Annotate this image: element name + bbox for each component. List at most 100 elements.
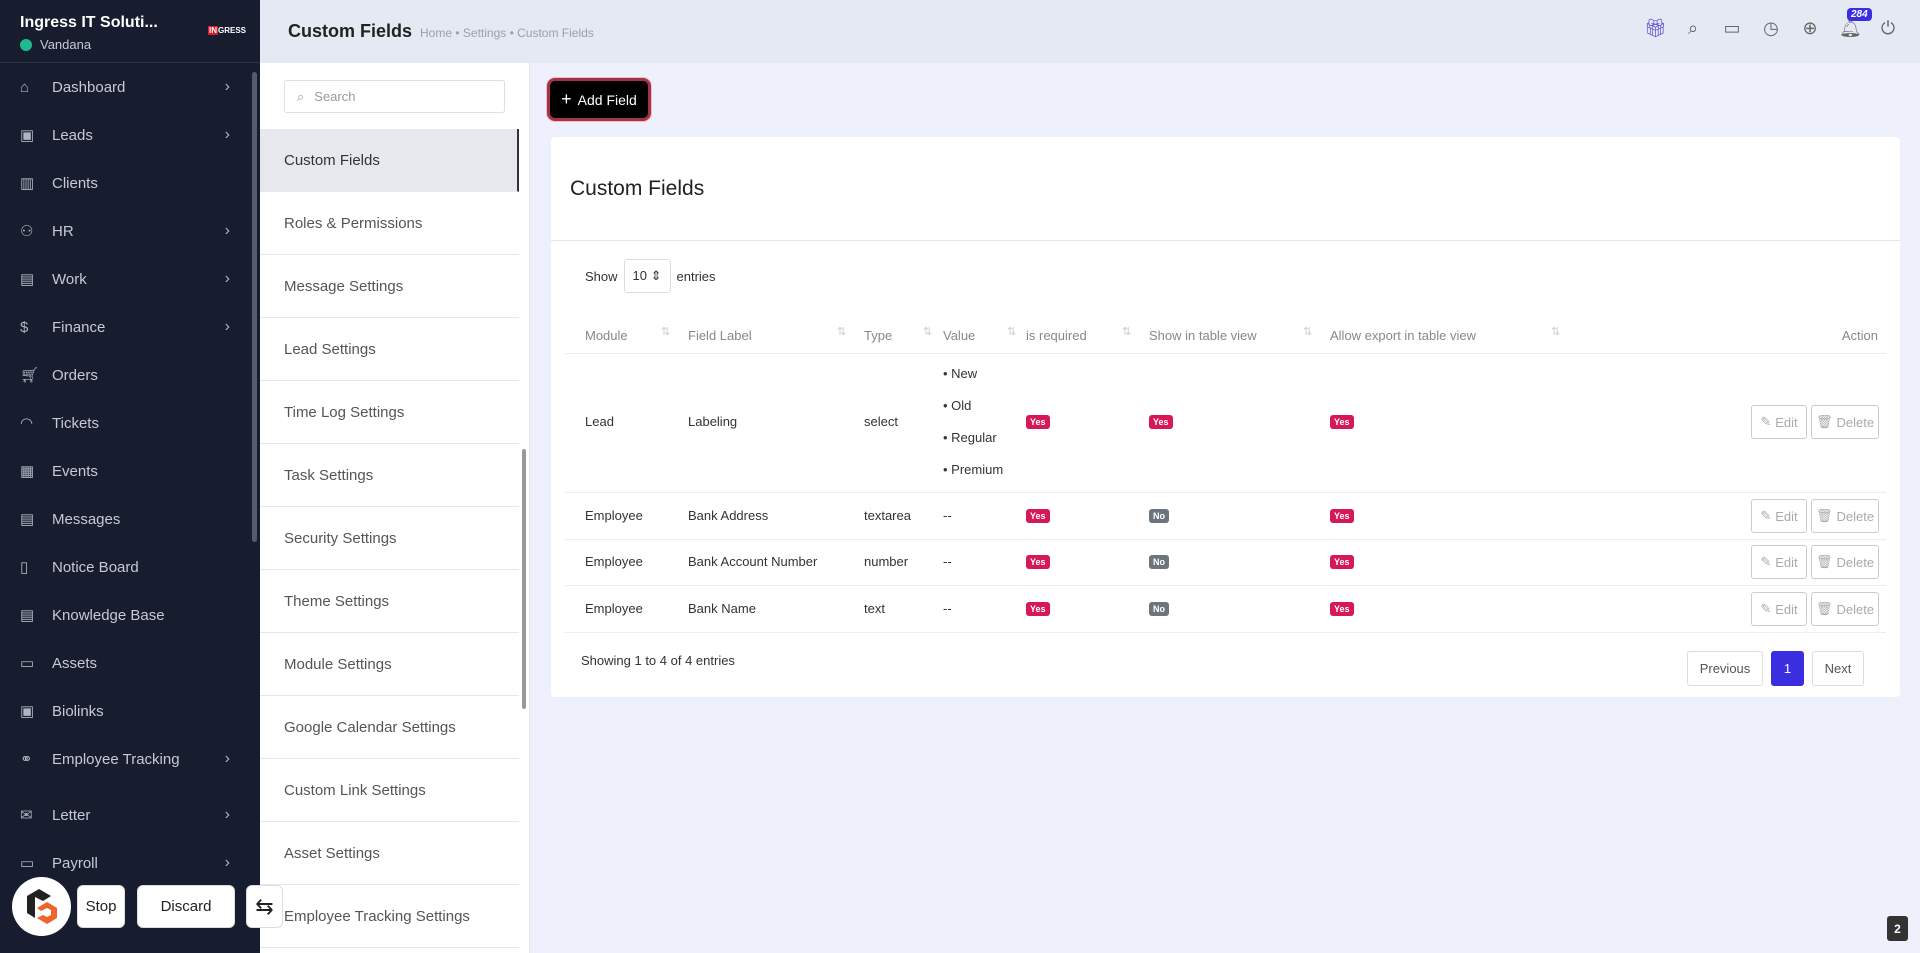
brand: Ingress IT Soluti... Vandana INGRESS [0,0,260,63]
sort-icon[interactable]: ⇅ [1007,326,1017,338]
trash-icon: 🗑︎ [1815,554,1833,569]
gift-icon[interactable]: 🎁︎ [1644,18,1667,38]
delete-button[interactable]: 🗑︎ Delete [1811,405,1879,439]
custom-fields-card: Custom Fields Show 10 ⇕ entries Showing … [551,137,1900,697]
column-header[interactable]: is required [1026,328,1087,343]
users-icon: ⚇ [20,223,34,240]
sidebar-scrollbar[interactable] [252,72,257,542]
agent-logo[interactable] [12,877,71,936]
column-header[interactable]: Value [943,328,976,343]
sidebar-item-dashboard[interactable]: ⌂ Dashboard › [0,63,252,111]
cell-module: Employee [585,554,643,569]
sidebar-item-label: Dashboard [52,78,126,96]
swap-icon[interactable]: ⇆ [246,885,283,928]
settings-item-lead-settings[interactable]: Lead Settings [260,318,519,381]
company-name[interactable]: Ingress IT Soluti... [20,14,158,31]
sidebar-item-employee-tracking[interactable]: ⚭ Employee Tracking › [0,735,252,783]
sidebar-item-biolinks[interactable]: ▣ Biolinks [0,687,252,735]
page-number-badge: 2 [1887,916,1908,941]
sidebar-item-work[interactable]: ▤ Work › [0,255,252,303]
entries-control: Show 10 ⇕ entries [585,259,716,293]
chevron-right-icon: › [224,126,230,143]
settings-item-task-settings[interactable]: Task Settings [260,444,519,507]
settings-item-module-settings[interactable]: Module Settings [260,633,519,696]
breadcrumb: Home • Settings • Custom Fields [420,26,594,40]
page-1-button[interactable]: 1 [1771,651,1804,686]
sort-icon[interactable]: ⇅ [1551,326,1561,338]
sticky-note-icon[interactable]: ▭ [1723,18,1741,38]
edit-button[interactable]: ✎ Edit [1751,499,1807,533]
cell-value: -- [943,554,952,569]
column-header[interactable]: Field Label [688,328,752,343]
cell-module: Employee [585,601,643,616]
sidebar-item-label: Assets [52,654,98,672]
sidebar-item-payroll[interactable]: ▭ Payroll › [0,839,252,887]
settings-item-custom-fields[interactable]: Custom Fields [260,129,519,192]
sort-icon[interactable]: ⇅ [661,326,671,338]
agent-logo-icon [26,888,57,924]
search-icon[interactable]: ⌕ [1687,18,1699,38]
stop-button[interactable]: Stop [77,885,125,928]
cell-field-label: Labeling [688,414,738,429]
top-bar: Custom Fields Home • Settings • Custom F… [260,0,1920,63]
settings-item-roles-permissions[interactable]: Roles & Permissions [260,192,519,255]
wallet-icon: ▭ [20,855,35,872]
sidebar-item-clients[interactable]: ▥ Clients [0,159,252,207]
sidebar-item-hr[interactable]: ⚇ HR › [0,207,252,255]
settings-search-input[interactable]: ⌕ Search [284,80,505,113]
chevron-right-icon: › [224,854,230,871]
sidebar-item-letter[interactable]: ✉ Letter › [0,791,252,839]
sidebar-item-finance[interactable]: $ Finance › [0,303,252,351]
settings-item-asset-settings[interactable]: Asset Settings [260,822,519,885]
sidebar-item-assets[interactable]: ▭ Assets [0,639,252,687]
sidebar-item-leads[interactable]: ▣ Leads › [0,111,252,159]
cell-field-label: Bank Name [688,601,756,616]
add-circle-icon[interactable]: ⊕ [1802,18,1818,38]
previous-button[interactable]: Previous [1687,651,1763,686]
sidebar-item-notice-board[interactable]: ▯ Notice Board [0,543,252,591]
delete-button[interactable]: 🗑︎ Delete [1811,592,1879,626]
power-icon[interactable]: ⏻ [1880,18,1896,38]
sort-icon[interactable]: ⇅ [837,326,847,338]
sidebar-item-events[interactable]: ▦ Events [0,447,252,495]
column-header[interactable]: Show in table view [1149,328,1257,343]
sidebar-item-label: Biolinks [52,702,104,720]
clock-icon[interactable]: ◷ [1763,18,1779,38]
delete-button[interactable]: 🗑︎ Delete [1811,545,1879,579]
entries-select[interactable]: 10 ⇕ [623,259,671,293]
bell-icon[interactable]: 🔔︎ 284 [1839,8,1872,39]
settings-item-custom-link-settings[interactable]: Custom Link Settings [260,759,519,822]
edit-icon: ✎ [1760,601,1772,616]
sidebar-item-messages[interactable]: ▤ Messages [0,495,252,543]
sort-icon[interactable]: ⇅ [923,326,933,338]
trash-icon: 🗑︎ [1815,414,1833,429]
discard-button[interactable]: Discard [137,885,235,928]
settings-item-security-settings[interactable]: Security Settings [260,507,519,570]
edit-button[interactable]: ✎ Edit [1751,592,1807,626]
settings-item-employee-tracking-settings[interactable]: Employee Tracking Settings [260,885,519,948]
chevron-right-icon: › [224,222,230,239]
cell-module: Lead [585,414,614,429]
edit-button[interactable]: ✎ Edit [1751,545,1807,579]
sidebar-item-label: Orders [52,366,98,384]
settings-item-google-calendar-settings[interactable]: Google Calendar Settings [260,696,519,759]
column-header[interactable]: Module [585,328,628,343]
settings-item-time-log-settings[interactable]: Time Log Settings [260,381,519,444]
edit-button[interactable]: ✎ Edit [1751,405,1807,439]
trash-icon: 🗑︎ [1815,601,1833,616]
sidebar-item-knowledge-base[interactable]: ▤ Knowledge Base [0,591,252,639]
delete-button[interactable]: 🗑︎ Delete [1811,499,1879,533]
search-icon: ⌕ [297,88,305,104]
settings-item-message-settings[interactable]: Message Settings [260,255,519,318]
sort-icon[interactable]: ⇅ [1122,326,1132,338]
export-badge: Yes [1330,555,1354,569]
settings-scrollbar[interactable] [522,449,526,709]
column-header[interactable]: Allow export in table view [1330,328,1476,343]
sort-icon[interactable]: ⇅ [1303,326,1313,338]
column-header[interactable]: Type [864,328,893,343]
sidebar-item-orders[interactable]: 🛒︎ Orders [0,351,252,399]
add-field-button[interactable]: + Add Field [547,78,651,121]
next-button[interactable]: Next [1812,651,1864,686]
sidebar-item-tickets[interactable]: ◠ Tickets [0,399,252,447]
settings-item-theme-settings[interactable]: Theme Settings [260,570,519,633]
